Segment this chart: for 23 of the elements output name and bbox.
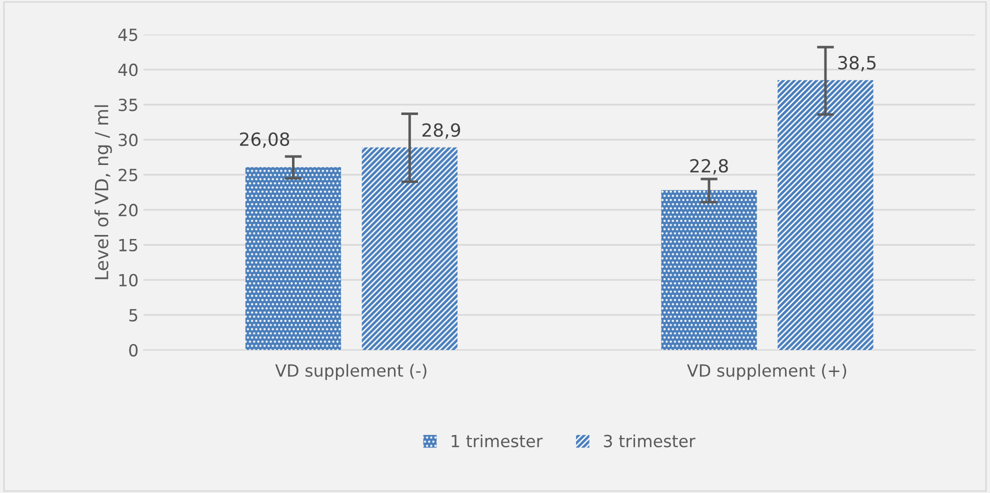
data-label: 28,9	[422, 123, 460, 139]
y-tick-label: 40	[118, 64, 138, 76]
data-label: 38,5	[838, 56, 876, 72]
bar	[362, 147, 458, 350]
x-tick-label: VD supplement (+)	[687, 364, 846, 380]
data-label: 22,8	[690, 158, 728, 174]
y-axis-title: Level of VD, ng / ml	[94, 105, 112, 280]
y-tick-label: 45	[118, 28, 138, 42]
y-tick-label: 35	[118, 98, 138, 112]
y-tick-label: 15	[119, 239, 138, 252]
legend-label: 3 trimester	[604, 434, 696, 448]
y-tick-label: 30	[118, 134, 138, 146]
y-tick-label: 5	[129, 309, 138, 322]
legend-label: 1 trimester	[452, 434, 543, 448]
data-label: 26,08	[240, 132, 290, 148]
bar	[245, 167, 342, 350]
y-tick-label: 20	[118, 204, 138, 216]
y-tick-label: 25	[118, 168, 138, 182]
y-tick-label: 10	[119, 274, 138, 286]
bar	[661, 190, 757, 350]
x-tick-label: VD supplement (-)	[275, 364, 426, 380]
y-tick-label: 0	[129, 344, 138, 357]
bar	[778, 80, 874, 350]
